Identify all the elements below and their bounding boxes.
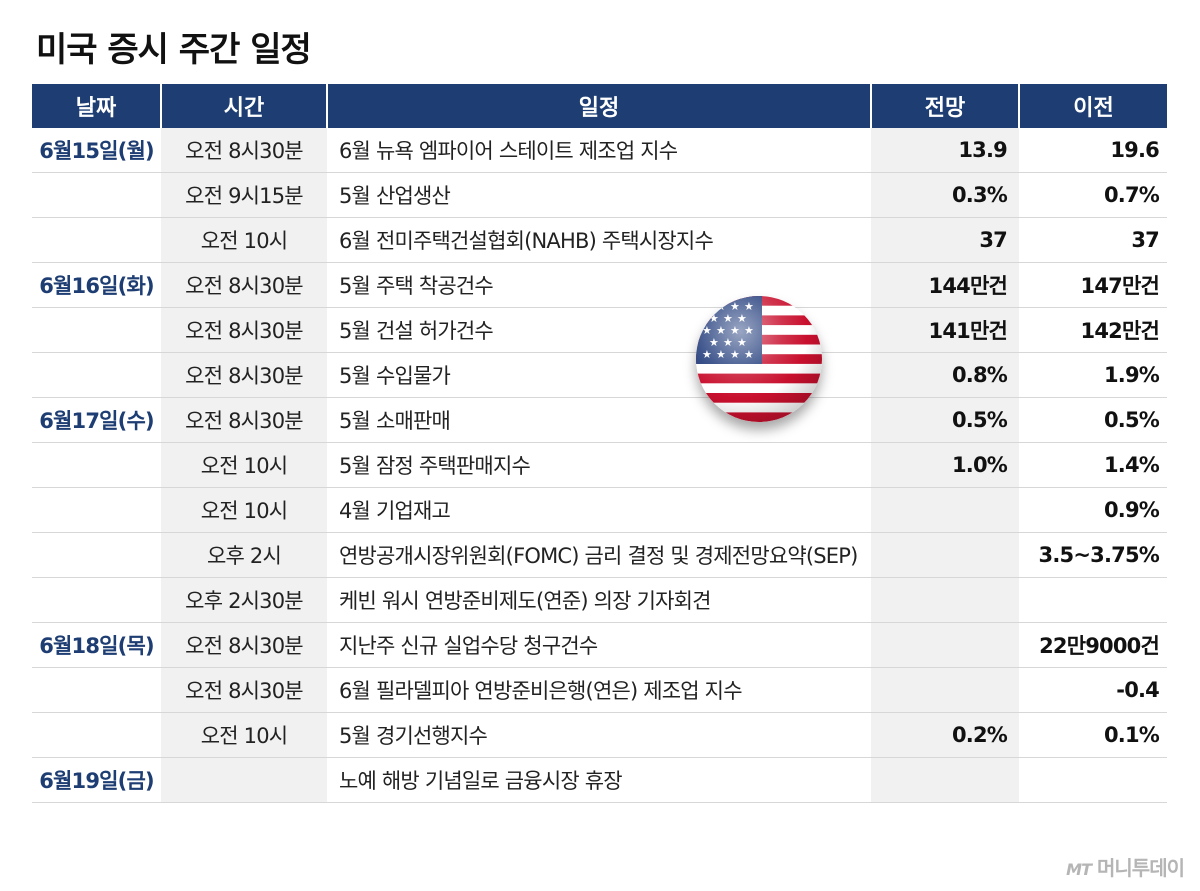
time-cell: 오전 10시 — [161, 217, 327, 263]
date-cell: 6월16일(화) — [32, 262, 161, 308]
event-cell: 노예 해방 기념일로 금융시장 휴장 — [327, 757, 871, 803]
forecast-cell — [871, 487, 1019, 533]
time-cell: 오전 9시15분 — [161, 172, 327, 218]
header-previous: 이전 — [1019, 84, 1167, 128]
time-cell: 오후 2시30분 — [161, 577, 327, 623]
time-cell — [161, 757, 327, 803]
forecast-cell — [871, 667, 1019, 713]
event-cell: 4월 기업재고 — [327, 487, 871, 533]
previous-cell: 19.6 — [1019, 128, 1167, 173]
event-cell: 5월 잠정 주택판매지수 — [327, 442, 871, 488]
previous-cell: 22만9000건 — [1019, 622, 1167, 668]
table-row: 오후 2시30분 케빈 워시 연방준비제도(연준) 의장 기자회견 — [32, 577, 1167, 623]
table-row: 오전 10시 4월 기업재고 0.9% — [32, 487, 1167, 533]
event-cell: 5월 산업생산 — [327, 172, 871, 218]
date-cell — [32, 352, 161, 398]
page-title: 미국 증시 주간 일정 — [36, 30, 312, 70]
forecast-cell — [871, 577, 1019, 623]
date-cell — [32, 577, 161, 623]
date-cell: 6월18일(목) — [32, 622, 161, 668]
event-cell: 연방공개시장위원회(FOMC) 금리 결정 및 경제전망요약(SEP) — [327, 532, 871, 578]
forecast-cell: 141만건 — [871, 307, 1019, 353]
previous-cell: 0.9% — [1019, 487, 1167, 533]
date-cell: 6월15일(월) — [32, 128, 161, 173]
forecast-cell: 1.0% — [871, 442, 1019, 488]
date-cell — [32, 667, 161, 713]
event-cell: 지난주 신규 실업수당 청구건수 — [327, 622, 871, 668]
table-header-row: 날짜 시간 일정 전망 이전 — [32, 84, 1167, 128]
time-cell: 오전 8시30분 — [161, 307, 327, 353]
date-cell — [32, 532, 161, 578]
previous-cell — [1019, 577, 1167, 623]
time-cell: 오전 8시30분 — [161, 128, 327, 173]
table-row: 오전 10시 6월 전미주택건설협회(NAHB) 주택시장지수 37 37 — [32, 217, 1167, 263]
time-cell: 오전 10시 — [161, 487, 327, 533]
event-cell: 5월 주택 착공건수 — [327, 262, 871, 308]
table-row: 오전 9시15분 5월 산업생산 0.3% 0.7% — [32, 172, 1167, 218]
event-cell: 6월 뉴욕 엠파이어 스테이트 제조업 지수 — [327, 128, 871, 173]
time-cell: 오전 10시 — [161, 442, 327, 488]
date-cell — [32, 442, 161, 488]
date-cell — [32, 487, 161, 533]
table-row: 오전 8시30분 6월 필라델피아 연방준비은행(연은) 제조업 지수 -0.4 — [32, 667, 1167, 713]
table-row: 6월19일(금) 노예 해방 기념일로 금융시장 휴장 — [32, 757, 1167, 803]
table-row: 오후 2시 연방공개시장위원회(FOMC) 금리 결정 및 경제전망요약(SEP)… — [32, 532, 1167, 578]
time-cell: 오전 8시30분 — [161, 262, 327, 308]
table-row: 오전 10시 5월 경기선행지수 0.2% 0.1% — [32, 712, 1167, 758]
table-row: 오전 10시 5월 잠정 주택판매지수 1.0% 1.4% — [32, 442, 1167, 488]
time-cell: 오전 10시 — [161, 712, 327, 758]
header-date: 날짜 — [32, 84, 162, 128]
forecast-cell: 0.5% — [871, 397, 1019, 443]
us-flag-sphere-icon: ★★★★ ★★★ ★★★★ ★★★ ★★★★ — [696, 296, 822, 422]
previous-cell: 147만건 — [1019, 262, 1167, 308]
header-time: 시간 — [161, 84, 328, 128]
forecast-cell: 0.8% — [871, 352, 1019, 398]
logo-mark: MT — [1066, 860, 1092, 879]
logo-name: 머니투데이 — [1097, 856, 1185, 880]
header-event: 일정 — [327, 84, 872, 128]
table-row: 오전 8시30분 5월 수입물가 0.8% 1.9% — [32, 352, 1167, 398]
header-forecast: 전망 — [871, 84, 1020, 128]
forecast-cell: 0.3% — [871, 172, 1019, 218]
forecast-cell — [871, 757, 1019, 803]
date-cell — [32, 217, 161, 263]
schedule-table: 날짜 시간 일정 전망 이전 6월15일(월) 오전 8시30분 6월 뉴욕 엠파이… — [32, 84, 1167, 803]
previous-cell: 0.5% — [1019, 397, 1167, 443]
forecast-cell — [871, 532, 1019, 578]
time-cell: 오전 8시30분 — [161, 667, 327, 713]
table-row: 오전 8시30분 5월 건설 허가건수 141만건 142만건 — [32, 307, 1167, 353]
event-cell: 6월 전미주택건설협회(NAHB) 주택시장지수 — [327, 217, 871, 263]
date-cell — [32, 172, 161, 218]
time-cell: 오전 8시30분 — [161, 352, 327, 398]
previous-cell: 0.7% — [1019, 172, 1167, 218]
event-cell: 6월 필라델피아 연방준비은행(연은) 제조업 지수 — [327, 667, 871, 713]
publisher-logo: MT 머니투데이 — [1066, 852, 1185, 881]
date-cell — [32, 712, 161, 758]
table-row: 6월16일(화) 오전 8시30분 5월 주택 착공건수 144만건 147만건 — [32, 262, 1167, 308]
event-cell: 케빈 워시 연방준비제도(연준) 의장 기자회견 — [327, 577, 871, 623]
previous-cell: 0.1% — [1019, 712, 1167, 758]
previous-cell: 142만건 — [1019, 307, 1167, 353]
previous-cell — [1019, 757, 1167, 803]
previous-cell: 1.9% — [1019, 352, 1167, 398]
previous-cell: -0.4 — [1019, 667, 1167, 713]
time-cell: 오전 8시30분 — [161, 397, 327, 443]
forecast-cell: 13.9 — [871, 128, 1019, 173]
time-cell: 오전 8시30분 — [161, 622, 327, 668]
previous-cell: 37 — [1019, 217, 1167, 263]
forecast-cell — [871, 622, 1019, 668]
forecast-cell: 37 — [871, 217, 1019, 263]
forecast-cell: 144만건 — [871, 262, 1019, 308]
time-cell: 오후 2시 — [161, 532, 327, 578]
event-cell: 5월 경기선행지수 — [327, 712, 871, 758]
previous-cell: 3.5~3.75% — [1019, 532, 1167, 578]
previous-cell: 1.4% — [1019, 442, 1167, 488]
date-cell: 6월19일(금) — [32, 757, 161, 803]
date-cell — [32, 307, 161, 353]
date-cell: 6월17일(수) — [32, 397, 161, 443]
table-row: 6월15일(월) 오전 8시30분 6월 뉴욕 엠파이어 스테이트 제조업 지수 13… — [32, 128, 1167, 173]
table-row: 6월18일(목) 오전 8시30분 지난주 신규 실업수당 청구건수 22만9000건 — [32, 622, 1167, 668]
forecast-cell: 0.2% — [871, 712, 1019, 758]
table-row: 6월17일(수) 오전 8시30분 5월 소매판매 0.5% 0.5% — [32, 397, 1167, 443]
